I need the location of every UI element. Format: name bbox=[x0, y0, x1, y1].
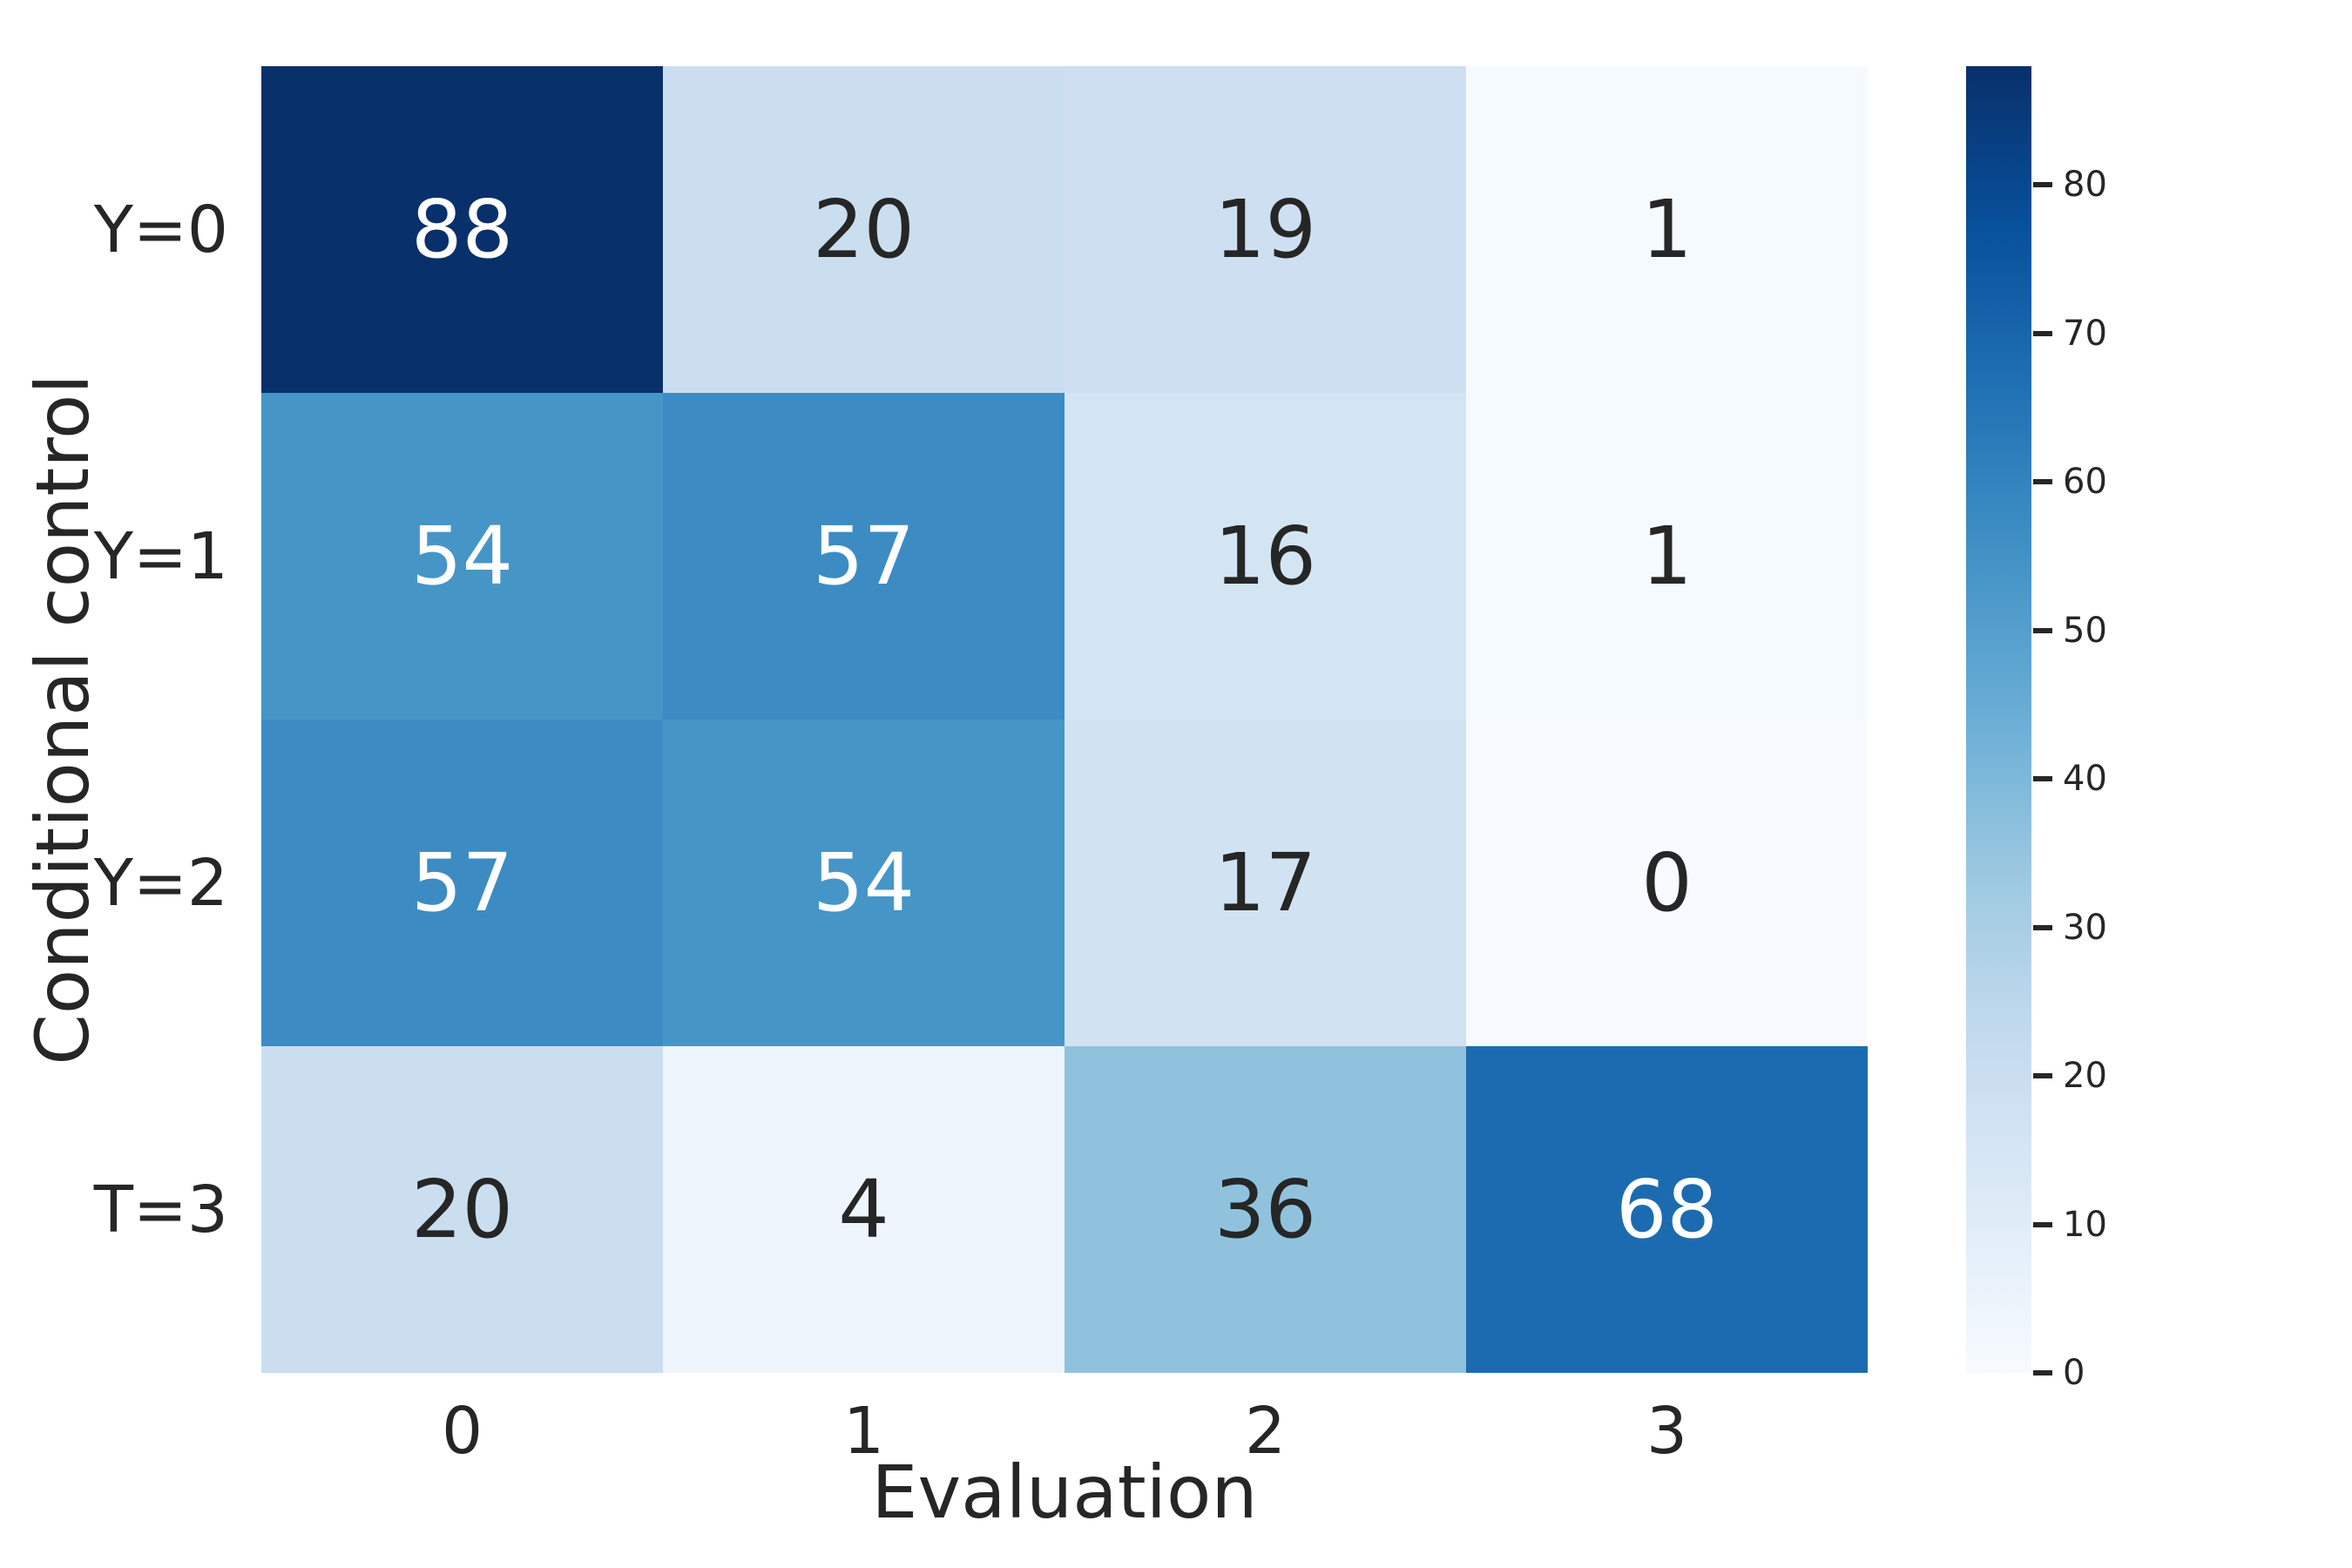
colorbar-tick-label-40: 40 bbox=[2063, 759, 2107, 800]
heatmap-cell-r3c0: 20 bbox=[261, 1046, 663, 1373]
x-axis-title: Evaluation bbox=[871, 1450, 1258, 1535]
heatmap-cell-value: 57 bbox=[812, 509, 916, 603]
x-tick-label-2: 2 bbox=[1244, 1394, 1287, 1469]
colorbar-tick-label-30: 30 bbox=[2063, 907, 2107, 948]
heatmap-cell-r0c0: 88 bbox=[261, 66, 663, 393]
colorbar-tick-label-50: 50 bbox=[2063, 610, 2107, 651]
colorbar-tick-label-0: 0 bbox=[2063, 1353, 2085, 1393]
colorbar-tick-mark-50 bbox=[2033, 627, 2052, 633]
colorbar-tick-mark-70 bbox=[2033, 330, 2052, 336]
heatmap-cell-value: 36 bbox=[1213, 1162, 1317, 1256]
heatmap-cell-r2c0: 57 bbox=[261, 720, 663, 1046]
heatmap-cell-r2c3: 0 bbox=[1466, 720, 1868, 1046]
colorbar bbox=[1966, 66, 2031, 1373]
heatmap-cell-r0c1: 20 bbox=[663, 66, 1064, 393]
colorbar-tick-label-10: 10 bbox=[2063, 1204, 2107, 1245]
colorbar-tick-label-20: 20 bbox=[2063, 1056, 2107, 1097]
heatmap-cell-value: 1 bbox=[1641, 182, 1693, 276]
heatmap-cell-r3c2: 36 bbox=[1064, 1046, 1466, 1373]
colorbar-tick-label-60: 60 bbox=[2063, 462, 2107, 503]
heatmap-cell-value: 54 bbox=[812, 835, 916, 929]
x-tick-label-0: 0 bbox=[441, 1394, 483, 1469]
y-tick-label-2: Y=2 bbox=[93, 845, 228, 921]
y-tick-label-0: Y=0 bbox=[93, 192, 228, 267]
y-tick-label-1: Y=1 bbox=[93, 518, 228, 594]
x-tick-label-1: 1 bbox=[842, 1394, 885, 1469]
colorbar-tick-label-70: 70 bbox=[2063, 313, 2107, 354]
colorbar-tick-mark-30 bbox=[2033, 924, 2052, 930]
colorbar-tick-mark-0 bbox=[2033, 1370, 2052, 1375]
heatmap-grid: 88 20 19 1 54 57 16 1 57 54 17 0 20 4 36 68 bbox=[261, 66, 1868, 1373]
y-tick-label-3: T=3 bbox=[93, 1172, 228, 1247]
colorbar-tick-label-80: 80 bbox=[2063, 165, 2107, 206]
heatmap-cell-r2c2: 17 bbox=[1064, 720, 1466, 1046]
heatmap-cell-value: 1 bbox=[1641, 509, 1693, 603]
heatmap-cell-value: 68 bbox=[1615, 1162, 1719, 1256]
heatmap-cell-value: 20 bbox=[410, 1162, 514, 1256]
heatmap-cell-value: 0 bbox=[1641, 835, 1693, 929]
colorbar-tick-mark-60 bbox=[2033, 479, 2052, 485]
heatmap-cell-r1c2: 16 bbox=[1064, 393, 1466, 720]
heatmap-cell-r3c1: 4 bbox=[663, 1046, 1064, 1373]
heatmap-cell-value: 19 bbox=[1213, 182, 1317, 276]
heatmap-cell-value: 20 bbox=[812, 182, 916, 276]
colorbar-tick-mark-10 bbox=[2033, 1221, 2052, 1227]
heatmap-cell-value: 4 bbox=[838, 1162, 889, 1256]
colorbar-tick-mark-20 bbox=[2033, 1073, 2052, 1079]
heatmap-cell-value: 57 bbox=[410, 835, 514, 929]
colorbar-tick-mark-40 bbox=[2033, 776, 2052, 782]
heatmap-cell-r0c3: 1 bbox=[1466, 66, 1868, 393]
heatmap-cell-r1c1: 57 bbox=[663, 393, 1064, 720]
heatmap-cell-r1c0: 54 bbox=[261, 393, 663, 720]
colorbar-tick-mark-80 bbox=[2033, 182, 2052, 188]
heatmap-cell-value: 17 bbox=[1213, 835, 1317, 929]
heatmap-cell-r0c2: 19 bbox=[1064, 66, 1466, 393]
heatmap-cell-value: 16 bbox=[1213, 509, 1317, 603]
heatmap-cell-r1c3: 1 bbox=[1466, 393, 1868, 720]
heatmap-cell-r3c3: 68 bbox=[1466, 1046, 1868, 1373]
y-axis-title: Conditional control bbox=[20, 374, 105, 1065]
heatmap-cell-value: 54 bbox=[410, 509, 514, 603]
heatmap-cell-value: 88 bbox=[410, 182, 514, 276]
x-tick-label-3: 3 bbox=[1646, 1394, 1688, 1469]
heatmap-cell-r2c1: 54 bbox=[663, 720, 1064, 1046]
